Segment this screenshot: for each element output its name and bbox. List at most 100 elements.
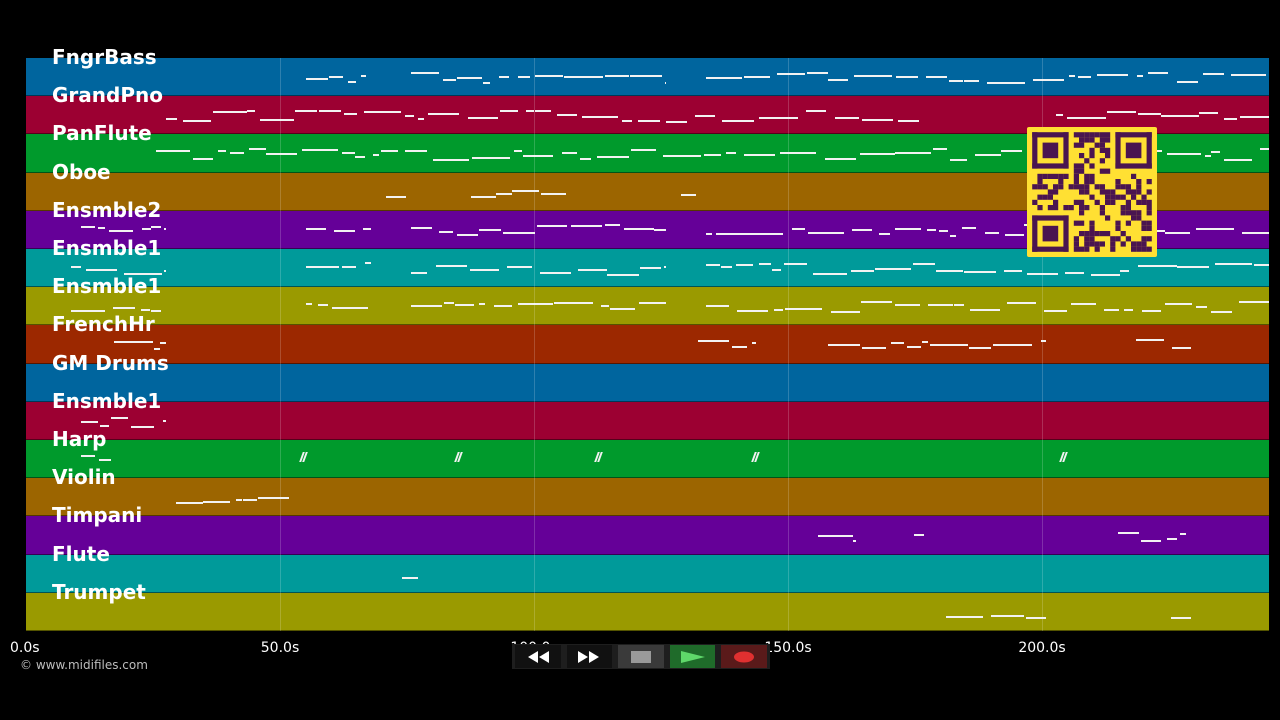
midi-note xyxy=(907,345,921,348)
track-lane[interactable] xyxy=(26,58,1269,97)
midi-note xyxy=(81,225,95,228)
midi-note xyxy=(922,341,928,344)
midi-note xyxy=(985,232,999,235)
midi-note xyxy=(405,150,427,153)
track-lane[interactable] xyxy=(26,554,1269,593)
midi-note xyxy=(930,343,968,346)
midi-note xyxy=(744,153,775,156)
midi-note xyxy=(329,76,343,79)
midi-note xyxy=(806,152,816,155)
record-button[interactable] xyxy=(721,645,767,668)
midi-note xyxy=(664,266,666,269)
midi-note xyxy=(483,82,490,85)
midi-note xyxy=(1215,263,1252,266)
midi-note xyxy=(373,153,379,156)
midi-note xyxy=(163,419,166,422)
midi-note xyxy=(306,227,326,230)
time-tick-label: 50.0s xyxy=(260,640,300,656)
midi-note xyxy=(950,158,967,161)
time-gridline xyxy=(280,58,281,631)
track-lane[interactable] xyxy=(26,516,1269,555)
midi-note xyxy=(1203,72,1224,75)
midi-note xyxy=(1171,616,1191,619)
midi-note xyxy=(81,421,98,424)
midi-note xyxy=(124,272,162,275)
midi-note xyxy=(927,229,936,232)
stop-button[interactable] xyxy=(618,645,664,668)
midi-note xyxy=(1142,309,1161,312)
midi-note xyxy=(247,109,255,112)
midi-note xyxy=(86,269,117,272)
midi-note xyxy=(610,307,635,310)
midi-note xyxy=(1205,154,1211,157)
midi-note xyxy=(1136,339,1164,342)
midi-note xyxy=(318,304,328,307)
track-lane[interactable] xyxy=(26,287,1269,326)
track-label: Violin xyxy=(52,465,116,490)
midi-note xyxy=(622,119,632,122)
track-lane[interactable] xyxy=(26,592,1269,631)
track-lane[interactable] xyxy=(26,363,1269,402)
rewind-button[interactable] xyxy=(515,645,561,668)
midi-note xyxy=(898,119,919,122)
midi-note xyxy=(875,268,911,271)
time-gridline xyxy=(788,58,789,631)
midi-note xyxy=(1137,75,1143,78)
midi-note xyxy=(1224,158,1252,161)
midi-note xyxy=(203,501,230,504)
midi-note xyxy=(1067,117,1106,120)
track-lane[interactable] xyxy=(26,325,1269,364)
midi-note xyxy=(954,303,964,306)
midi-note xyxy=(638,119,660,122)
midi-note xyxy=(1195,153,1201,156)
midi-note xyxy=(852,228,872,231)
midi-note xyxy=(386,195,406,198)
midi-note xyxy=(639,302,666,305)
record-icon xyxy=(734,651,755,662)
play-button[interactable] xyxy=(669,645,716,668)
midi-note xyxy=(853,540,856,543)
midi-note xyxy=(1071,302,1096,305)
midi-note xyxy=(1141,539,1161,542)
midi-note xyxy=(597,155,629,158)
midi-note xyxy=(355,156,365,159)
track-label: GM Drums xyxy=(52,350,169,375)
track-lane[interactable] xyxy=(26,401,1269,440)
stop-icon xyxy=(630,650,651,663)
midi-note xyxy=(1177,265,1209,268)
midi-note xyxy=(218,149,226,152)
midi-note xyxy=(523,154,553,157)
midi-note xyxy=(1180,532,1186,535)
midi-note xyxy=(71,266,81,269)
midi-note xyxy=(640,267,661,270)
track-label: Timpani xyxy=(52,503,143,528)
midi-note xyxy=(744,75,770,78)
midi-note xyxy=(443,79,456,82)
midi-note xyxy=(806,110,826,113)
midi-note xyxy=(402,577,418,580)
midi-note xyxy=(537,225,567,228)
midi-note xyxy=(964,270,996,273)
track-lane[interactable] xyxy=(26,478,1269,517)
midi-note xyxy=(695,115,715,118)
midi-note xyxy=(706,264,720,267)
midi-note xyxy=(455,303,474,306)
midi-note xyxy=(813,273,847,276)
track-label: PanFlute xyxy=(52,121,152,146)
midi-note xyxy=(554,301,593,304)
midi-note xyxy=(1007,302,1036,305)
midi-note xyxy=(111,417,128,420)
midi-note xyxy=(1056,113,1063,116)
midi-note xyxy=(471,196,496,199)
midi-note xyxy=(1091,273,1120,276)
midi-note xyxy=(1069,75,1075,78)
midi-note xyxy=(160,342,166,345)
track-label: Ensmble1 xyxy=(52,388,162,413)
midi-note xyxy=(266,152,297,155)
midi-note xyxy=(154,347,160,350)
midi-note xyxy=(807,72,828,75)
midi-note xyxy=(470,268,499,271)
track-lane[interactable] xyxy=(26,440,1269,479)
fast-forward-button[interactable] xyxy=(566,645,613,668)
midi-note xyxy=(854,75,892,78)
